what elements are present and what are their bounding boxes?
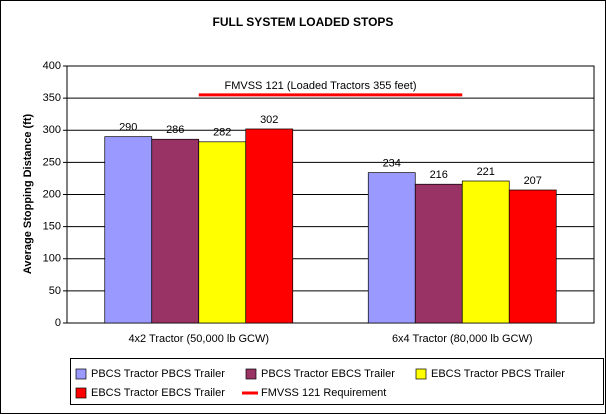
legend-label: EBCS Tractor EBCS Trailer xyxy=(91,387,225,399)
value-label: 221 xyxy=(477,166,495,178)
value-label: 216 xyxy=(430,169,448,181)
y-tick-label: 50 xyxy=(49,285,61,297)
legend-swatch xyxy=(245,368,257,380)
y-tick-label: 250 xyxy=(43,156,61,168)
y-tick-label: 300 xyxy=(43,124,61,136)
bar xyxy=(367,172,416,324)
y-axis-label: Average Stopping Distance (ft) xyxy=(22,114,34,275)
plot-area xyxy=(66,65,595,324)
y-tick-label: 350 xyxy=(43,92,61,104)
legend-label: FMVSS 121 Requirement xyxy=(261,387,386,399)
bar xyxy=(198,141,247,324)
value-label: 207 xyxy=(524,175,542,187)
x-tick-label: 6x4 Tractor (80,000 lb GCW) xyxy=(392,333,533,345)
bar xyxy=(508,189,557,324)
y-tick-label: 100 xyxy=(43,253,61,265)
value-label: 286 xyxy=(166,124,184,136)
legend xyxy=(70,358,604,405)
bar xyxy=(461,180,510,324)
bar xyxy=(245,128,294,324)
value-label: 302 xyxy=(260,114,278,126)
bar xyxy=(104,136,153,324)
value-label: 282 xyxy=(213,127,231,139)
y-tick-label: 0 xyxy=(55,317,61,329)
bar xyxy=(151,138,200,324)
legend-label: PBCS Tractor EBCS Trailer xyxy=(261,368,395,380)
legend-label: PBCS Tractor PBCS Trailer xyxy=(91,368,225,380)
annotation: FMVSS 121 (Loaded Tractors 355 feet) xyxy=(225,80,417,92)
y-tick-label: 400 xyxy=(43,60,61,72)
y-tick-label: 200 xyxy=(43,188,61,200)
legend-swatch xyxy=(75,387,87,399)
legend-swatch xyxy=(75,368,87,380)
bar xyxy=(414,183,463,324)
value-label: 234 xyxy=(383,158,401,170)
legend-swatch xyxy=(415,368,427,380)
chart-title: FULL SYSTEM LOADED STOPS xyxy=(213,15,394,29)
x-tick-label: 4x2 Tractor (50,000 lb GCW) xyxy=(128,333,269,345)
value-label: 290 xyxy=(119,122,137,134)
legend-label: EBCS Tractor PBCS Trailer xyxy=(431,368,565,380)
y-tick-label: 150 xyxy=(43,221,61,233)
